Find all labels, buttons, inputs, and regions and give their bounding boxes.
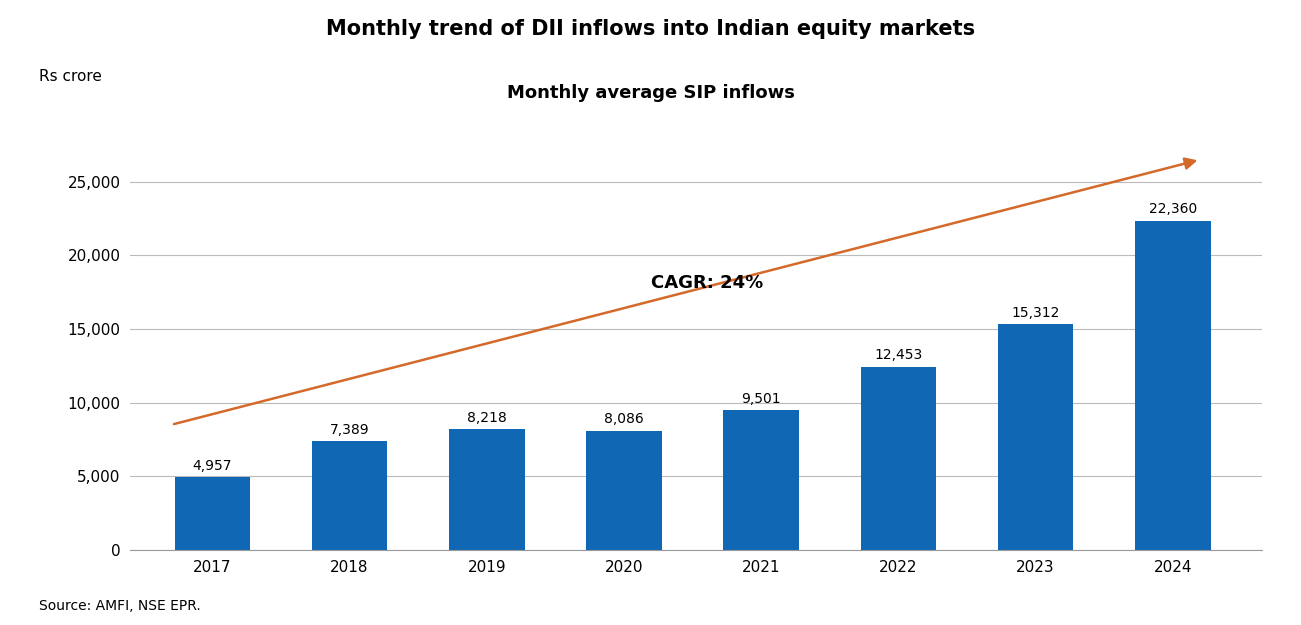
Text: 9,501: 9,501	[742, 392, 781, 406]
Bar	[312, 441, 388, 550]
Text: 8,086: 8,086	[604, 412, 644, 426]
Text: 4,957: 4,957	[193, 459, 232, 472]
Text: Rs crore: Rs crore	[39, 69, 101, 84]
Bar	[587, 431, 662, 550]
Bar	[1134, 221, 1210, 550]
Bar	[449, 429, 524, 550]
Bar	[861, 366, 937, 550]
Text: 22,360: 22,360	[1149, 202, 1197, 216]
Bar	[998, 324, 1073, 550]
Text: CAGR: 24%: CAGR: 24%	[652, 274, 764, 292]
Text: 12,453: 12,453	[874, 348, 922, 362]
Text: 7,389: 7,389	[329, 422, 369, 437]
Text: Monthly trend of DII inflows into Indian equity markets: Monthly trend of DII inflows into Indian…	[327, 19, 974, 39]
Bar	[174, 477, 250, 550]
Text: 8,218: 8,218	[467, 411, 506, 424]
Text: 15,312: 15,312	[1011, 306, 1060, 320]
Text: Source: AMFI, NSE EPR.: Source: AMFI, NSE EPR.	[39, 599, 200, 612]
Bar	[723, 410, 799, 550]
Text: Monthly average SIP inflows: Monthly average SIP inflows	[506, 84, 795, 102]
